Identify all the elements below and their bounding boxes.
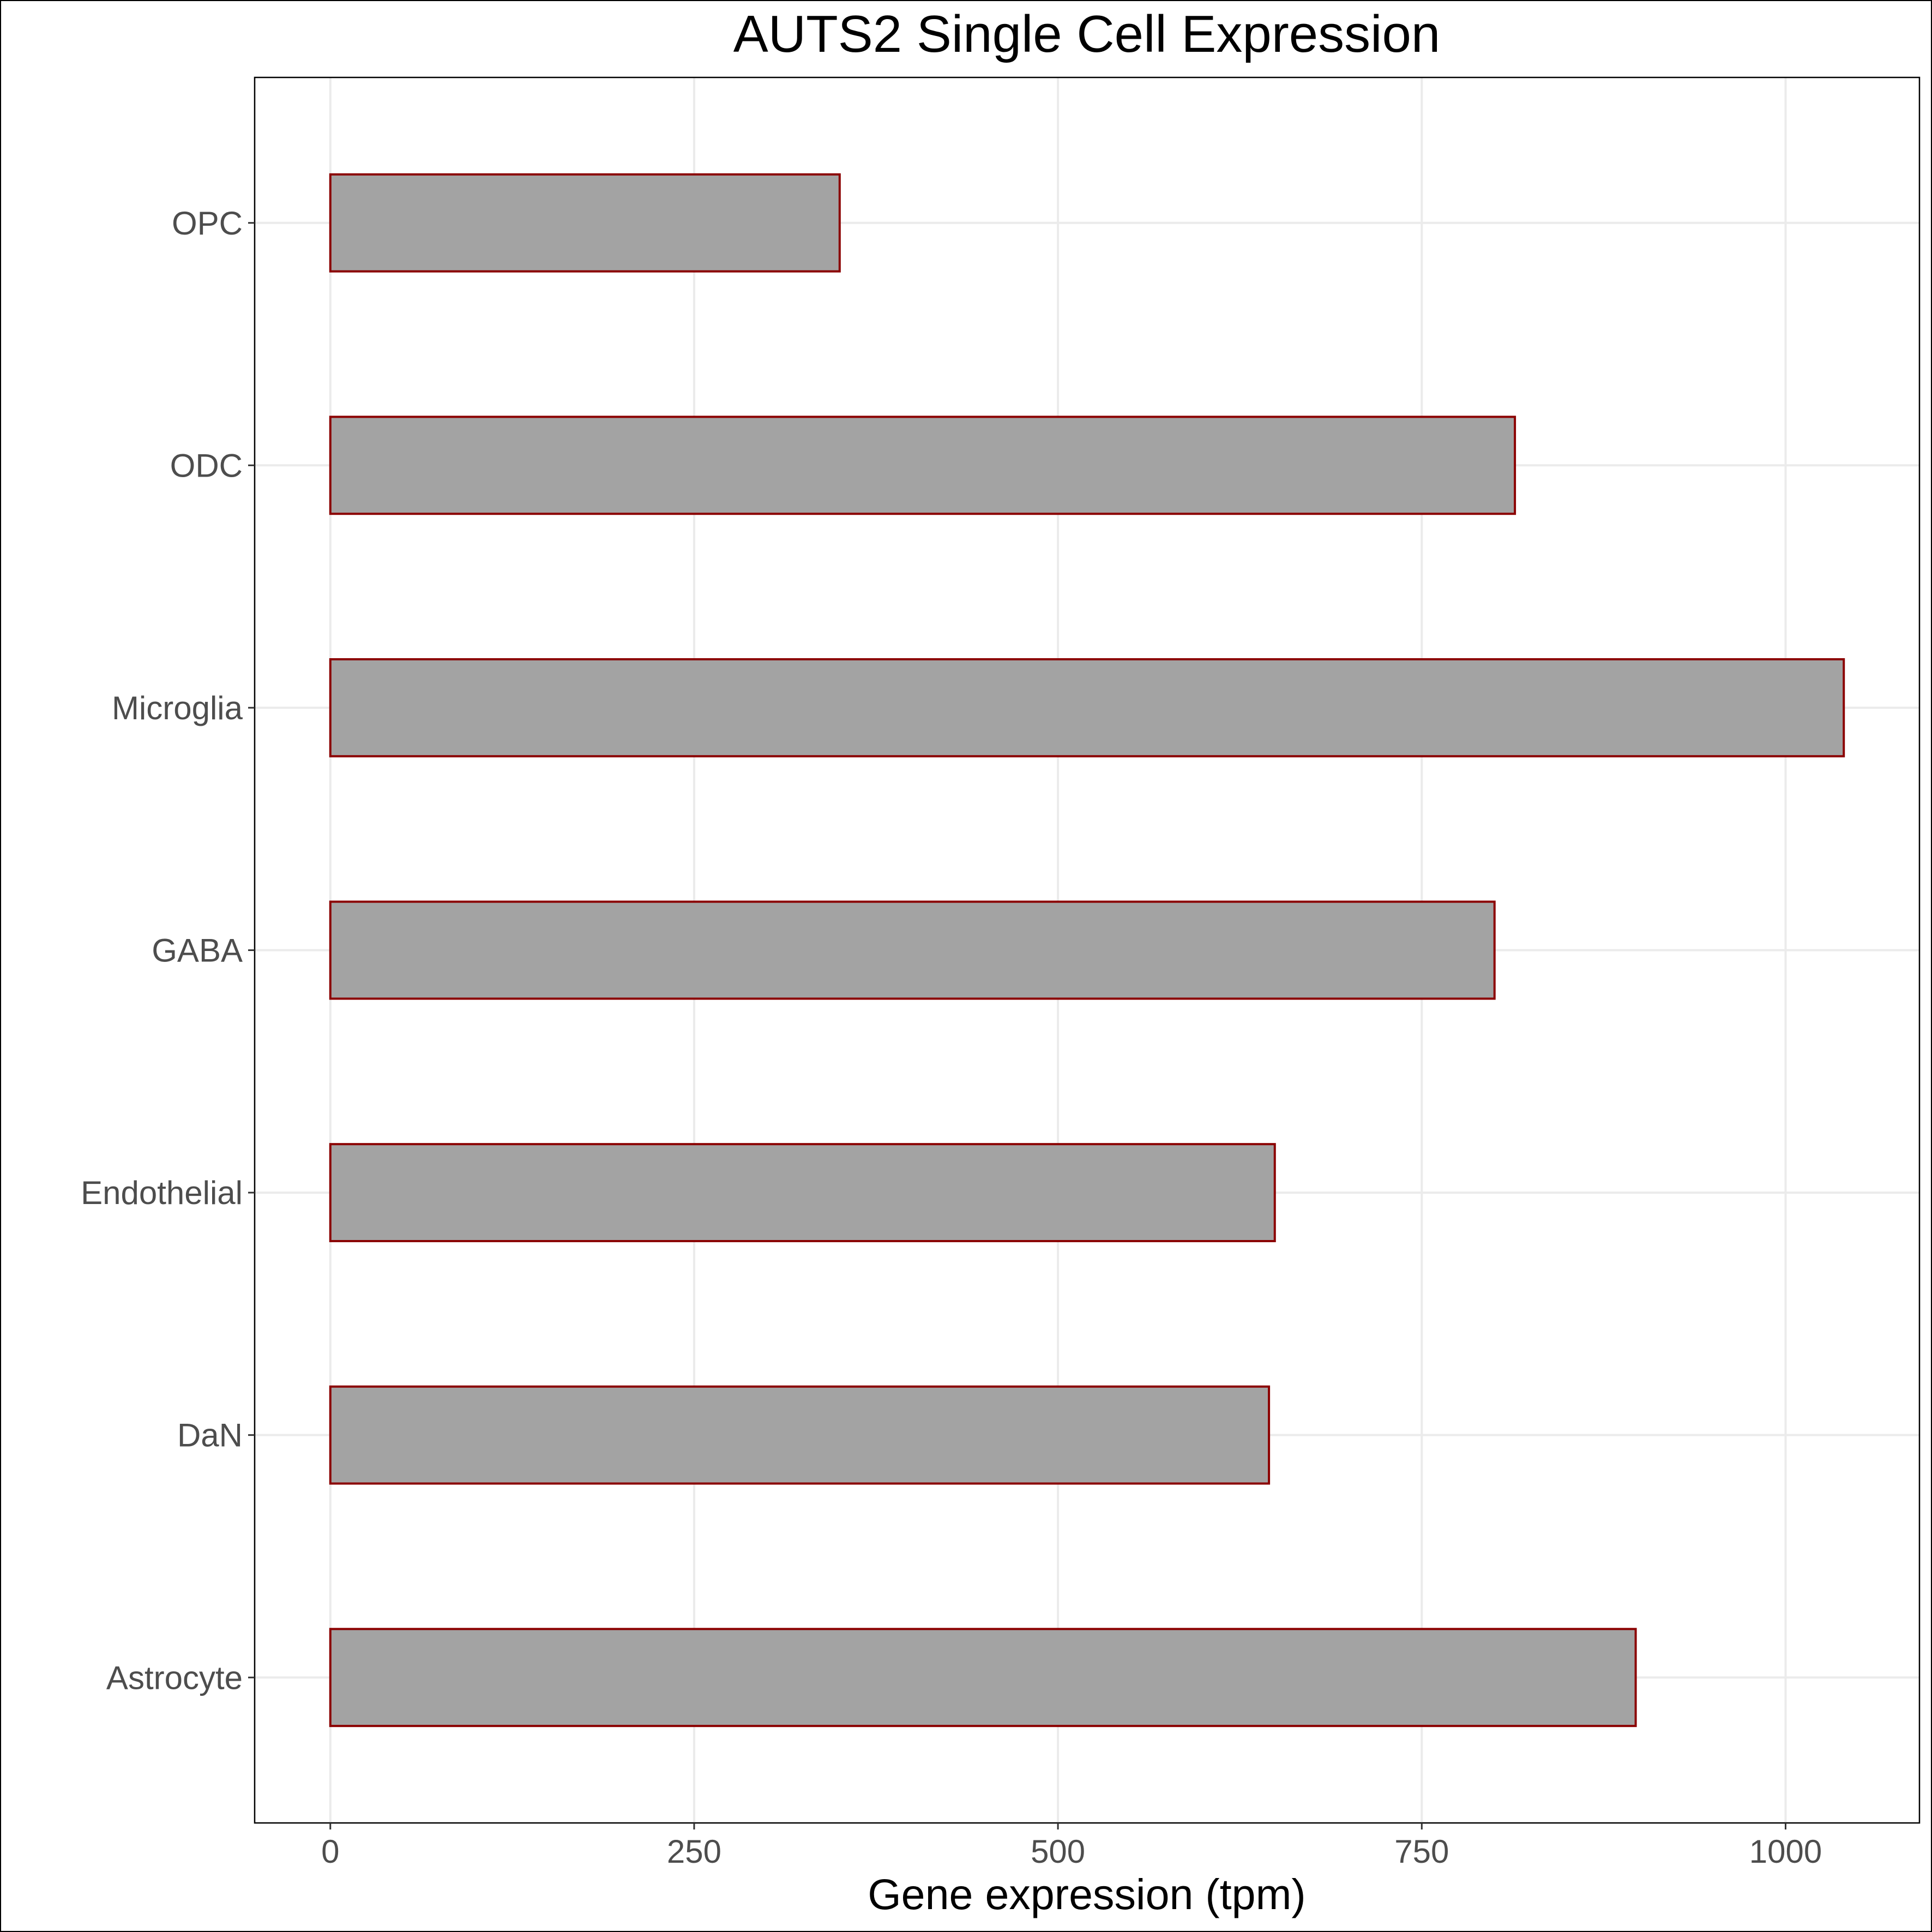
bar-dan [329,1385,1271,1485]
y-axis-ticks: Astrocyte DaN Endothelial GABA Microglia ODC O… [81,205,255,1696]
bar-astrocyte [329,1628,1637,1728]
x-tick-label: 500 [1031,1833,1085,1870]
x-axis-label: Gene expression (tpm) [868,1870,1306,1918]
bars [329,173,1845,1728]
bar-opc [329,173,841,273]
bar-odc [329,416,1516,515]
y-tick-label: ODC [170,447,243,484]
y-tick-label: Astrocyte [106,1659,243,1696]
x-tick-label: 1000 [1749,1833,1822,1870]
bar-microglia [329,658,1845,757]
x-tick-label: 0 [321,1833,339,1870]
y-tick-label: GABA [152,932,243,969]
x-tick-label: 250 [667,1833,721,1870]
y-tick-label: Endothelial [81,1175,243,1211]
x-axis-ticks: 0 250 500 750 1000 [321,1823,1822,1870]
x-tick-label: 750 [1394,1833,1449,1870]
bar-endothelial [329,1143,1276,1243]
chart-title: AUTS2 Single Cell Expression [733,5,1441,63]
y-tick-label: DaN [177,1417,243,1454]
bar-gaba [329,900,1496,1000]
y-tick-label: OPC [172,205,243,242]
y-tick-label: Microglia [112,690,243,726]
